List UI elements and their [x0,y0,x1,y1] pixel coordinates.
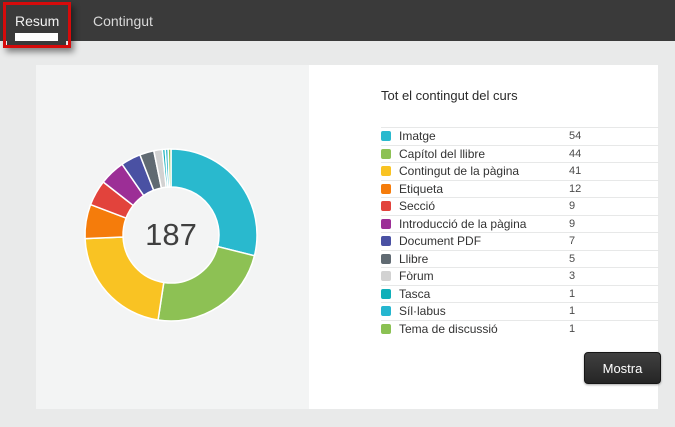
legend-value: 12 [569,182,582,195]
legend-row: Tasca 1 [381,284,659,303]
legend-color-swatch [381,218,391,229]
legend-row: Llibre 5 [381,249,659,268]
legend-label: Document PDF [399,234,482,249]
donut-chart-panel: 187 [36,65,309,409]
legend-label: Contingut de la pàgina [399,164,520,179]
donut-slice [167,148,172,188]
legend-row: Document PDF 7 [381,232,659,250]
legend-value: 5 [569,252,576,265]
legend-value: 44 [569,147,582,160]
legend-label: Llibre [399,251,429,266]
legend-row: Introducció de la pàgina 9 [381,214,659,233]
legend-row: Fòrum 3 [381,267,659,285]
active-tab-indicator [15,33,58,41]
donut-slice [157,245,256,322]
donut-chart-wrap: 187 [61,125,281,345]
legend-value: 41 [569,165,582,178]
legend-color-swatch [381,236,391,247]
legend-label: Imatge [399,129,436,144]
legend-row: Contingut de la pàgina 41 [381,162,659,180]
legend-value: 9 [569,200,576,213]
active-tab-protrusion [7,41,66,45]
legend-row: Capítol del llibre 44 [381,144,659,163]
summary-card: 187 Tot el contingut del curs Imatge 54 Ca… [36,65,661,409]
legend-title: Tot el contingut del curs [381,88,518,103]
legend-panel: Tot el contingut del curs Imatge 54 Capíto… [309,65,661,409]
legend-color-swatch [381,166,391,177]
legend-row: Síl·labus 1 [381,302,659,320]
legend-color-swatch [381,201,391,212]
legend-row: Secció 9 [381,197,659,215]
legend-row: Etiqueta 12 [381,179,659,198]
legend-list: Imatge 54 Capítol del llibre 44 Contingut de… [381,127,659,337]
donut-chart [84,148,258,322]
legend-value: 9 [569,217,576,230]
legend-color-swatch [381,183,391,194]
tab-bar: Resum Contingut [0,0,675,45]
legend-label: Capítol del llibre [399,146,486,161]
legend-value: 7 [569,235,576,248]
legend-color-swatch [381,148,391,159]
legend-label: Tasca [399,286,431,301]
legend-color-swatch [381,253,391,264]
legend-label: Etiqueta [399,181,444,196]
legend-color-swatch [381,306,391,317]
legend-label: Tema de discussió [399,321,498,336]
legend-row: Tema de discussió 1 [381,319,659,338]
legend-value: 1 [569,305,576,318]
legend-value: 1 [569,287,576,300]
legend-label: Introducció de la pàgina [399,216,527,231]
legend-value: 1 [569,322,576,335]
legend-label: Secció [399,199,436,214]
tab-contingut-label: Contingut [93,12,153,29]
tab-resum-label: Resum [15,12,60,29]
tab-resum[interactable]: Resum [15,0,59,41]
donut-slice [170,148,258,257]
legend-color-swatch [381,288,391,299]
legend-row: Imatge 54 [381,127,659,145]
legend-color-swatch [381,131,391,142]
donut-slice [84,236,165,321]
legend-value: 54 [569,130,582,143]
annotation-highlight-box [3,2,71,48]
legend-color-swatch [381,323,391,334]
legend-color-swatch [381,271,391,282]
legend-label: Síl·labus [399,304,446,319]
tab-contingut[interactable]: Contingut [93,0,153,41]
legend-label: Fòrum [399,269,434,284]
legend-value: 3 [569,270,576,283]
show-button[interactable]: Mostra [584,352,661,384]
